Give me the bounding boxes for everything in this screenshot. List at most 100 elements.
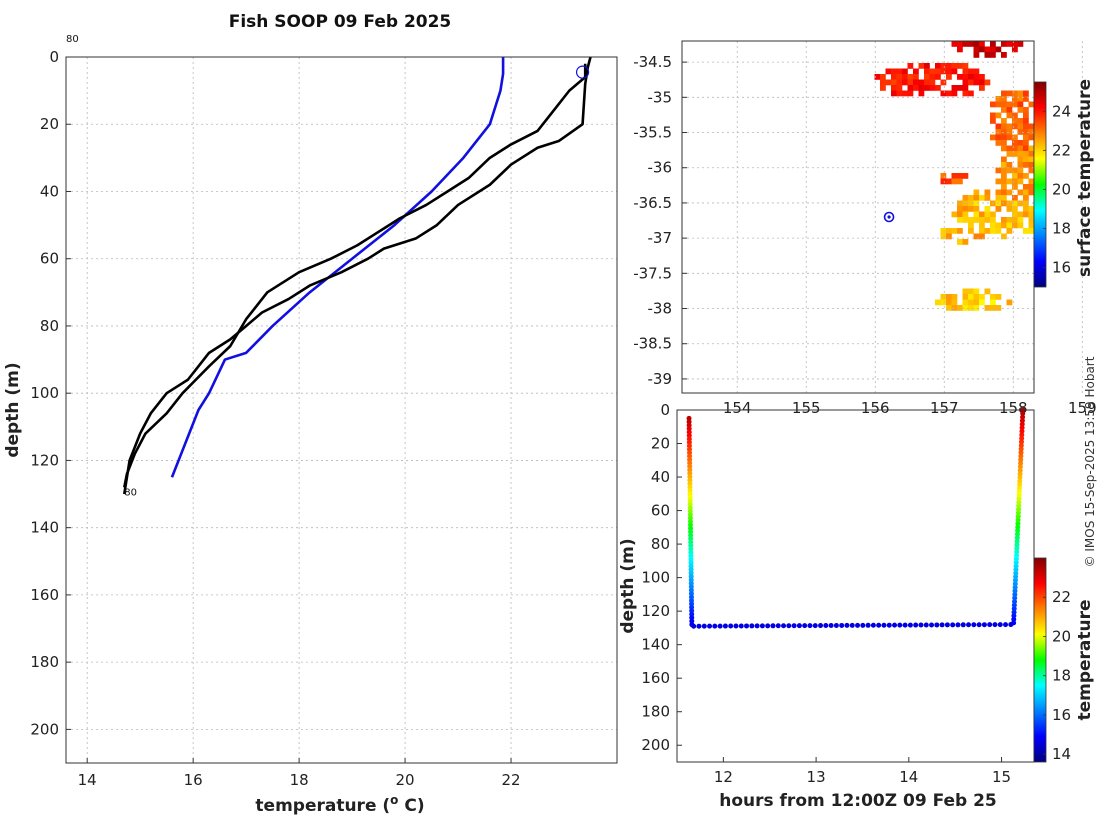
sst-pixel (957, 200, 963, 207)
sst-pixel (1001, 140, 1007, 146)
sst-pixel (1017, 107, 1024, 113)
sst-pixel (1028, 101, 1035, 108)
sst-pixel (1006, 206, 1013, 212)
sst-pixel (1006, 167, 1013, 174)
temperature-point (1014, 535, 1020, 541)
y-tick-label: 20 (40, 115, 59, 133)
sst-pixel (957, 74, 963, 80)
temperature-point (855, 622, 861, 628)
sst-pixel (962, 211, 969, 218)
sst-pixel (995, 200, 1002, 207)
sst-pixel (979, 41, 985, 47)
sst-pixel (973, 195, 980, 201)
sst-pixel (962, 305, 969, 311)
sst-pixel (1006, 90, 1013, 97)
temperature-point (849, 622, 855, 628)
map-x-tick-label: 156 (861, 399, 890, 417)
sst-pixel (907, 74, 914, 80)
temperature-point (1019, 421, 1025, 427)
temperature-point (1011, 606, 1017, 612)
sst-pixel (1001, 162, 1007, 168)
sst-pixel (1023, 162, 1029, 168)
sst-pixel (913, 79, 919, 86)
temperature-point (907, 622, 913, 628)
sst-pixel (1001, 107, 1007, 113)
sst-pixel (973, 52, 980, 58)
temperature-point (738, 623, 744, 629)
temperature-point (722, 623, 728, 629)
sst-pixel (951, 294, 958, 300)
temperature-axis-label: temperature (o C) (255, 793, 424, 816)
sst-pixel (1017, 140, 1024, 146)
temperature-point (802, 623, 808, 629)
sst-pixel (940, 233, 947, 240)
temperature-point (818, 623, 824, 629)
map-position-dot (887, 215, 891, 219)
y-tick-label: 40 (40, 182, 59, 200)
sst-pixel (913, 85, 919, 91)
sst-pixel (1017, 96, 1024, 102)
imos-watermark: © IMOS 15-Sep-2025 13:59 Hobart (1083, 356, 1097, 567)
sst-pixel (984, 46, 991, 53)
sst-pixel (1023, 107, 1029, 113)
sst-pixel (962, 288, 969, 295)
x-tick-label: 22 (501, 771, 520, 789)
time-y-tick-label: 20 (651, 435, 670, 453)
temperature-point (1018, 442, 1024, 448)
sst-pixel (995, 140, 1002, 146)
sst-pixel (990, 217, 996, 223)
sst-pixel (946, 74, 952, 80)
temperature-point (881, 622, 887, 628)
sst-pixel (885, 68, 892, 75)
sst-pixel (973, 46, 980, 53)
sst-pixel (1028, 156, 1035, 163)
sst-pixel (979, 74, 985, 80)
sst-pixel (951, 173, 958, 179)
sst-pixel (1012, 200, 1018, 207)
y-tick-label: 80 (40, 317, 59, 335)
sst-pixel (946, 63, 952, 69)
map-y-tick-label: -36.5 (633, 194, 672, 212)
time-y-tick-label: 80 (651, 535, 670, 553)
map-x-tick-label: 154 (723, 399, 752, 417)
time-x-tick-label: 12 (714, 768, 733, 786)
temperature-point (902, 622, 908, 628)
temperature-point (913, 622, 919, 628)
temperature-point (1011, 616, 1017, 622)
temperature-point (828, 623, 834, 629)
sst-pixel (979, 85, 985, 91)
sst-pixel (1001, 184, 1007, 190)
sst-pixel (1023, 206, 1029, 212)
sst-pixel (1023, 134, 1029, 141)
temperature-point (823, 623, 829, 629)
sst-pixel (896, 74, 903, 80)
sst-pixel (962, 41, 969, 47)
temperature-point (992, 622, 998, 628)
sst-pixel (979, 233, 985, 240)
sst-pixel (968, 79, 974, 86)
temperature-point (960, 622, 966, 628)
sst-pixel (979, 195, 985, 201)
y-tick-label: 140 (30, 519, 59, 537)
sst-pixel (1017, 41, 1024, 47)
sst-pixel (1001, 178, 1007, 185)
surface-temperature-colorbar-tick-label: 16 (1052, 258, 1071, 276)
temperature-point (1016, 485, 1022, 491)
temperature-point (1014, 545, 1020, 551)
temperature-profile-chart: 14 16 18 20 22 0 20 40 60 80 100 120 140 160 180 200 80 8… (30, 34, 618, 789)
sst-pixel (1012, 145, 1018, 152)
sst-pixel (984, 189, 991, 196)
temperature-point (754, 623, 760, 629)
sst-pixel (995, 178, 1002, 185)
sst-pixel (968, 200, 974, 207)
temperature-point (1013, 563, 1019, 569)
sst-pixel (1006, 228, 1013, 234)
sst-pixel (891, 85, 897, 91)
sst-pixel (1017, 90, 1024, 97)
sst-pixel (1028, 184, 1035, 190)
temperature-point (1020, 414, 1026, 420)
sst-pixel (1006, 107, 1013, 113)
sst-pixel (957, 173, 963, 179)
temperature-point (696, 623, 702, 629)
temperature-point (1018, 460, 1024, 466)
